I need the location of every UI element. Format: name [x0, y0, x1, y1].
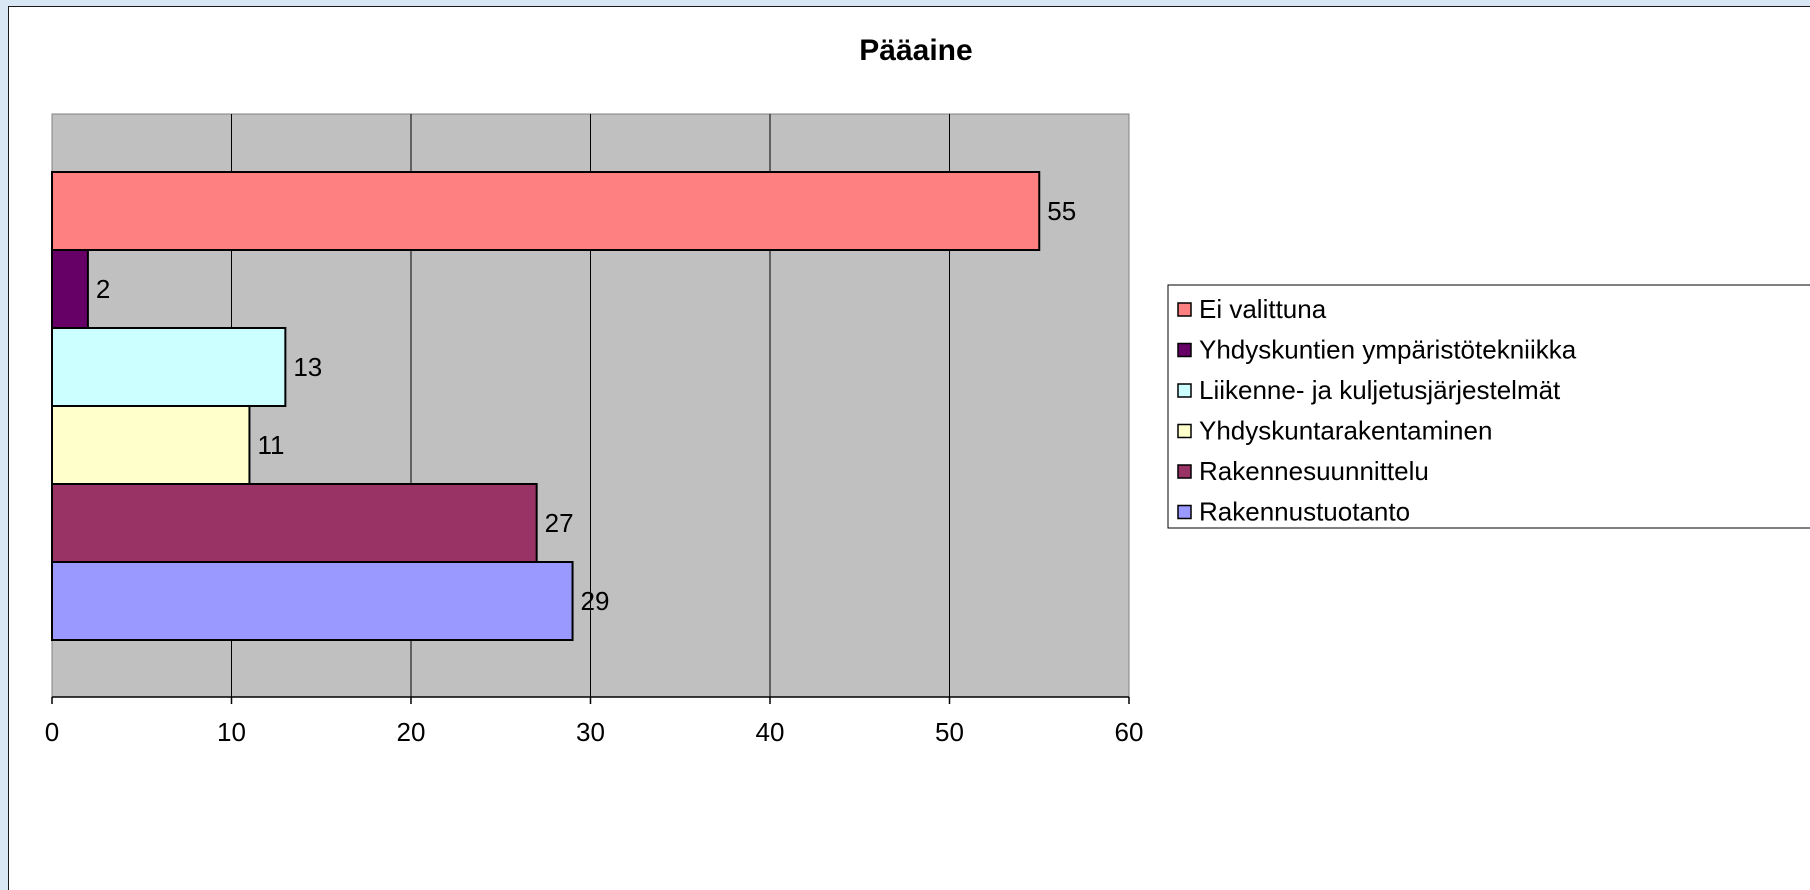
x-tick-label: 0	[45, 717, 59, 747]
data-label: 55	[1047, 196, 1076, 226]
x-tick-label: 60	[1115, 717, 1144, 747]
data-label: 2	[96, 274, 110, 304]
bar	[51, 561, 574, 641]
x-tick-label: 10	[217, 717, 246, 747]
bar	[51, 249, 89, 329]
legend-swatch	[1177, 504, 1192, 520]
legend-label: Yhdyskuntien ympäristötekniikka	[1199, 335, 1577, 365]
legend-swatch	[1177, 423, 1192, 439]
data-label: 13	[293, 352, 322, 382]
bar	[51, 405, 251, 485]
x-tick-label: 30	[576, 717, 605, 747]
legend-label: Yhdyskuntarakentaminen	[1199, 416, 1492, 446]
legend-box	[1167, 284, 1810, 529]
legend-swatch	[1177, 464, 1192, 479]
legend-label: Liikenne- ja kuljetusjärjestelmät	[1199, 375, 1561, 405]
legend-swatch	[1177, 383, 1192, 398]
legend-label: Ei valittuna	[1199, 294, 1327, 324]
data-label: 27	[545, 508, 574, 538]
legend-label: Rakennesuunnittelu	[1199, 456, 1429, 486]
x-tick-label: 20	[397, 717, 426, 747]
legend-swatch	[1177, 302, 1192, 317]
bar	[51, 327, 287, 407]
x-tick-label: 50	[935, 717, 964, 747]
bar	[51, 171, 1041, 251]
data-label: 11	[257, 430, 284, 460]
chart-title: Pääaine	[859, 34, 972, 67]
legend: Ei valittuna Yhdyskuntien ympäristöteknii…	[1167, 284, 1810, 529]
data-label: 29	[581, 586, 610, 616]
x-tick-label: 40	[756, 717, 785, 747]
plot-area: 55 2 13 11 27 29 0 10 20 30 40 50 60	[45, 113, 1144, 747]
bar	[51, 483, 538, 563]
legend-swatch	[1177, 342, 1192, 358]
bar-chart: Pääaine 55 2 13 11 27 29 0 10 20 30 40 50 60 Ei vali…	[45, 34, 1810, 747]
chart-frame: Pääaine 55 2 13 11 27 29 0 10 20 30 40 50 60 Ei vali…	[8, 6, 1810, 890]
legend-label: Rakennustuotanto	[1199, 497, 1410, 527]
